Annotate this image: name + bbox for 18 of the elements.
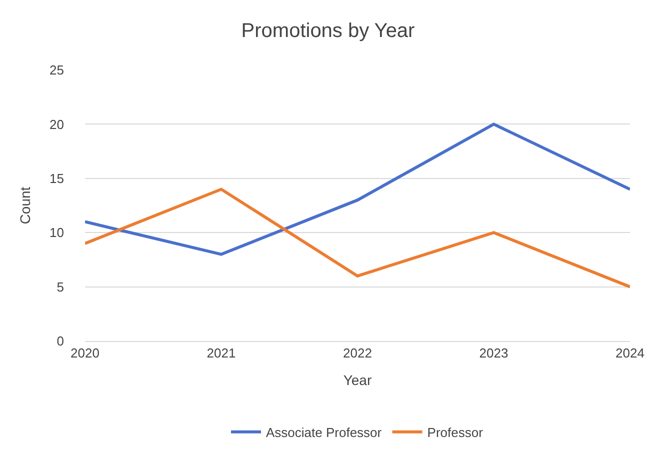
x-tick-label: 2024 (616, 346, 644, 361)
y-tick-label: 20 (50, 116, 64, 132)
y-tick-label: 10 (50, 225, 64, 240)
y-tick-label: 25 (50, 62, 64, 78)
x-tick-label: 2023 (479, 346, 508, 361)
x-tick-label: 2021 (206, 346, 236, 361)
y-tick-label: 15 (50, 170, 64, 186)
legend-label: Professor (427, 424, 484, 440)
x-tick-label: 2020 (70, 346, 100, 361)
legend-label: Associate Professor (266, 424, 382, 440)
x-axis-title: Year (343, 372, 372, 388)
y-axis-title: Count (17, 186, 34, 224)
chart-title: Promotions by Year (241, 20, 416, 42)
x-tick-label: 2022 (343, 346, 372, 361)
y-tick-label: 0 (56, 334, 64, 349)
y-tick-label: 5 (56, 279, 64, 294)
line-series (85, 188, 630, 288)
line-series (85, 122, 630, 256)
